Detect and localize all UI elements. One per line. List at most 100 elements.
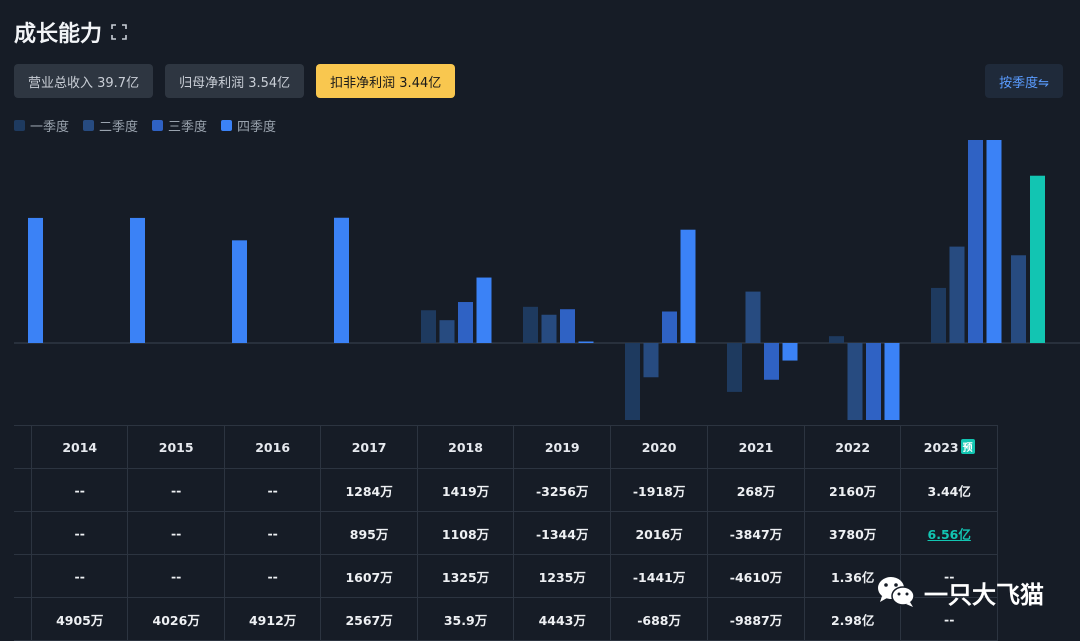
data-table-wrapper: 13 2014 2015 2016 2017 2018 2019 2020 20…	[14, 425, 1076, 641]
legend-label: 三季度	[168, 120, 208, 135]
table-row: 5万 4905万 4026万 4912万 2567万 35.9万 4443万 -…	[14, 597, 998, 641]
tab-net-profit[interactable]: 归母净利润 3.54亿	[165, 64, 305, 98]
table-cell	[14, 511, 32, 555]
table-cell: 3780万	[803, 511, 902, 555]
legend-item-q4[interactable]: 四季度	[221, 116, 276, 135]
table-cell: -1918万	[610, 468, 709, 512]
bar-2018-q1[interactable]	[523, 306, 538, 343]
tab-deducted-net-profit[interactable]: 扣非净利润 3.44亿	[316, 64, 456, 98]
bar-2019-q1[interactable]	[625, 343, 640, 420]
bar-2017-q2[interactable]	[439, 320, 455, 343]
bar-2019-q3[interactable]	[662, 311, 677, 343]
table-header-cell: 13	[14, 425, 32, 469]
legend-swatch	[152, 120, 164, 131]
bar-2021-q1[interactable]	[829, 336, 844, 343]
bar-2018-q3[interactable]	[560, 309, 575, 343]
bar-2022-q1[interactable]	[931, 287, 946, 343]
table-cell: --	[127, 554, 225, 598]
bar-2020-q1[interactable]	[727, 343, 742, 392]
table-cell: 895万	[320, 511, 418, 555]
table-cell: 1284万	[320, 468, 418, 512]
table-cell	[14, 554, 32, 598]
table-cell: 1325万	[416, 554, 515, 598]
legend-item-q2[interactable]: 二季度	[83, 116, 138, 135]
data-table: 13 2014 2015 2016 2017 2018 2019 2020 20…	[14, 425, 998, 641]
table-cell: 2567万	[320, 597, 418, 641]
bar-2019-q4[interactable]	[680, 229, 696, 343]
metric-tabs: 营业总收入 39.7亿 归母净利润 3.54亿 扣非净利润 3.44亿	[14, 64, 456, 98]
table-cell: --	[127, 468, 225, 512]
legend-swatch	[221, 120, 233, 131]
forecast-link-cell: 6.56亿	[900, 511, 998, 555]
bar-2023-forecast-1[interactable]	[1011, 255, 1026, 343]
table-header-row: 13 2014 2015 2016 2017 2018 2019 2020 20…	[14, 425, 998, 469]
table-header-cell: 2017	[320, 425, 418, 469]
bar-2019-q2[interactable]	[643, 343, 659, 378]
bar-2017-q4[interactable]	[476, 277, 492, 343]
bar-2020-q4[interactable]	[782, 343, 798, 361]
bar-2022-q3[interactable]	[968, 140, 983, 343]
table-cell: --	[30, 468, 129, 512]
table-header-cell: 2014	[30, 425, 129, 469]
table-header-cell: 2021	[707, 425, 805, 469]
bar-2021-q4[interactable]	[884, 343, 900, 420]
table-cell: 1108万	[416, 511, 515, 555]
table-header-cell: 2020	[610, 425, 709, 469]
bar-2017-q3[interactable]	[458, 302, 473, 343]
table-cell: --	[127, 511, 225, 555]
bar-2018-q4[interactable]	[578, 341, 594, 344]
legend-label: 二季度	[99, 120, 139, 135]
year-label: 2023	[923, 440, 959, 455]
table-header-cell-2023: 2023 预	[900, 425, 998, 469]
table-cell: -1344万	[513, 511, 612, 555]
table-cell: 4443万	[513, 597, 612, 641]
expand-icon[interactable]	[110, 23, 128, 41]
legend-swatch	[14, 120, 25, 131]
wechat-icon	[878, 577, 915, 607]
table-row: -- -- -- 895万 1108万 -1344万 2016万 -3847万 …	[14, 511, 998, 555]
bar-2020-q2[interactable]	[745, 291, 761, 343]
bar-2013-q4[interactable]	[28, 217, 43, 343]
table-cell: 4905万	[30, 597, 129, 641]
table-cell: -9887万	[707, 597, 805, 641]
table-cell: --	[30, 554, 129, 598]
table-cell: 4912万	[223, 597, 322, 641]
tab-revenue[interactable]: 营业总收入 39.7亿	[14, 64, 154, 98]
bar-2021-q3[interactable]	[866, 343, 881, 420]
table-cell: 2016万	[610, 511, 709, 555]
legend-item-q1[interactable]: 一季度	[14, 116, 69, 135]
table-row: -- -- -- 1607万 1325万 1235万 -1441万 -4610万…	[14, 554, 998, 598]
bar-2022-q2[interactable]	[949, 246, 965, 343]
table-cell: --	[223, 468, 322, 512]
forecast-badge: 预	[960, 439, 975, 454]
table-cell: -1441万	[610, 554, 709, 598]
chart-legend: 一季度 二季度 三季度 四季度	[14, 116, 276, 135]
legend-item-q3[interactable]: 三季度	[152, 116, 207, 135]
legend-swatch	[83, 120, 95, 131]
bar-2014-q4[interactable]	[130, 217, 145, 343]
bar-2016-q4[interactable]	[334, 217, 349, 343]
quarterly-bar-chart	[14, 140, 1080, 420]
bar-2020-q3[interactable]	[764, 343, 779, 380]
table-header-cell: 2019	[513, 425, 612, 469]
bar-2018-q2[interactable]	[541, 314, 557, 343]
bar-2022-q4[interactable]	[986, 140, 1002, 343]
table-cell: --	[223, 554, 322, 598]
watermark-text: 一只大飞猫	[924, 580, 1044, 609]
forecast-value-link[interactable]: 6.56亿	[927, 526, 971, 542]
table-cell: --	[223, 511, 322, 555]
bar-2015-q4[interactable]	[232, 240, 247, 343]
bar-2017-q1[interactable]	[421, 310, 436, 343]
table-header-cell: 2022	[803, 425, 902, 469]
table-cell: 4026万	[127, 597, 225, 641]
table-cell: -688万	[610, 597, 709, 641]
table-cell: 3.44亿	[900, 468, 998, 512]
table-header-cell: 2016	[223, 425, 322, 469]
bar-2021-q2[interactable]	[847, 343, 863, 420]
table-cell: 5万	[14, 597, 32, 641]
table-cell: 35.9万	[416, 597, 515, 641]
legend-label: 一季度	[30, 120, 70, 135]
quarterly-toggle-button[interactable]: 按季度⇋	[985, 64, 1063, 98]
bar-2023-forecast-2[interactable]	[1030, 175, 1045, 343]
table-cell: --	[30, 511, 129, 555]
